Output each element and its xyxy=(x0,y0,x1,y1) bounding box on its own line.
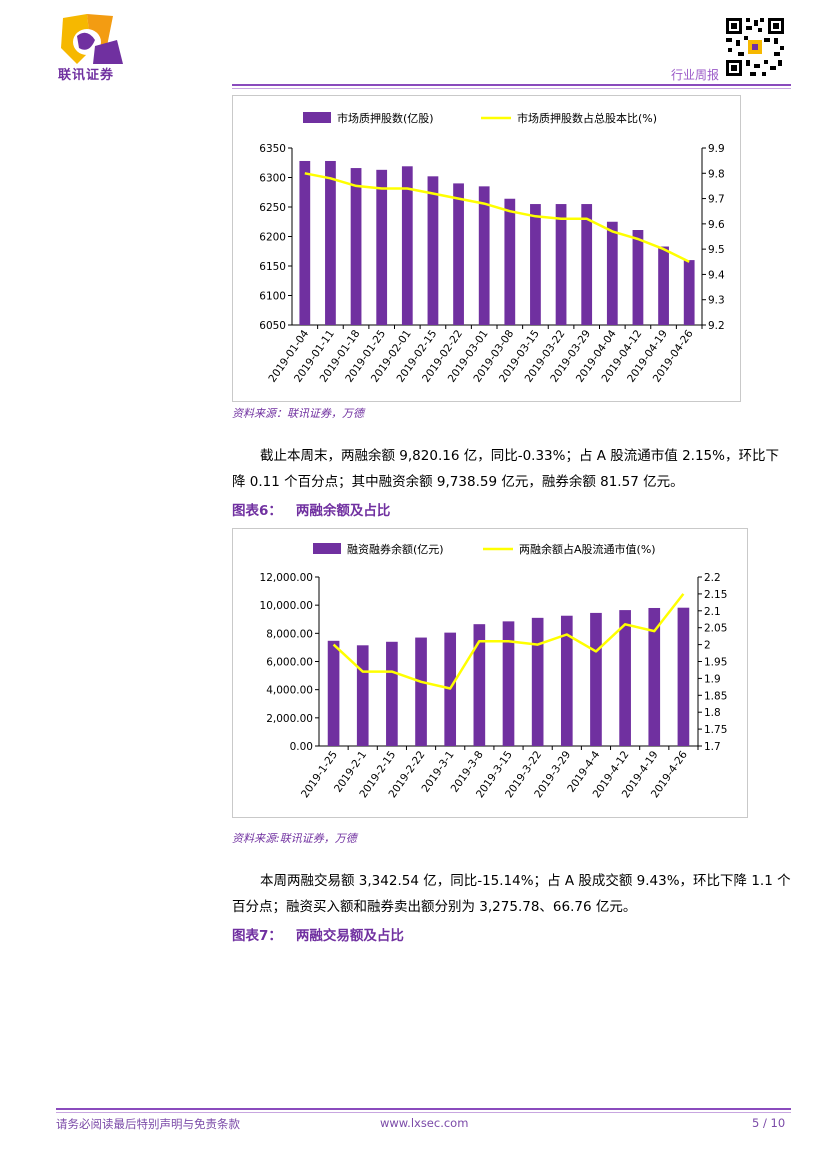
company-name: 联讯证券 xyxy=(58,68,115,83)
right-tick-label: 2.1 xyxy=(704,606,721,618)
bar xyxy=(560,615,573,746)
bar xyxy=(401,166,413,325)
footer-website[interactable]: www.lxsec.com xyxy=(380,1116,469,1130)
chart2-source: 资料来源:联讯证券，万德 xyxy=(232,832,357,845)
right-tick-label: 9.9 xyxy=(708,143,725,155)
left-tick-label: 12,000.00 xyxy=(260,572,313,584)
bar xyxy=(350,168,362,325)
right-tick-label: 9.8 xyxy=(708,168,725,180)
left-tick-label: 6100 xyxy=(259,291,286,303)
bar xyxy=(619,610,631,746)
bar xyxy=(632,230,644,325)
bar xyxy=(453,183,464,325)
right-tick-label: 1.95 xyxy=(704,657,727,669)
left-tick-label: 6,000.00 xyxy=(266,657,313,669)
right-tick-label: 1.75 xyxy=(704,724,727,736)
right-tick-label: 9.2 xyxy=(708,320,725,332)
paragraph-margin-balance: 截止本周末，两融余额 9,820.16 亿，同比-0.33%；占 A 股流通市值… xyxy=(232,443,792,495)
bar xyxy=(325,160,336,325)
right-tick-label: 9.5 xyxy=(708,244,725,256)
figure6-label: 图表6： xyxy=(232,503,282,519)
right-tick-label: 9.6 xyxy=(708,219,725,231)
left-tick-label: 6050 xyxy=(259,320,286,332)
left-tick-label: 2,000.00 xyxy=(266,713,313,725)
bar xyxy=(299,160,311,325)
bar xyxy=(478,186,490,325)
legend-swatch-bar xyxy=(313,543,341,554)
figure6-title: 图表6： 两融余额及占比 xyxy=(232,499,390,519)
left-tick-label: 0.00 xyxy=(290,741,313,753)
footer-divider-thin xyxy=(56,1112,791,1113)
footer-disclaimer[interactable]: 请务必阅读最后特别声明与免责条款 xyxy=(56,1117,240,1131)
bar xyxy=(658,246,669,325)
bar xyxy=(648,607,661,746)
right-tick-label: 1.9 xyxy=(704,673,721,685)
bar xyxy=(590,612,602,746)
left-tick-label: 6300 xyxy=(259,173,286,185)
figure7-title: 图表7： 两融交易额及占比 xyxy=(232,924,404,944)
header-divider xyxy=(232,84,791,86)
right-tick-label: 1.7 xyxy=(704,741,721,753)
right-tick-label: 2 xyxy=(704,640,711,652)
bar xyxy=(327,640,340,746)
paragraph-margin-trading: 本周两融交易额 3,342.54 亿，同比-15.14%；占 A 股成交额 9.… xyxy=(232,868,792,920)
report-type: 行业周报 xyxy=(670,68,719,82)
right-tick-label: 2.15 xyxy=(704,589,727,601)
bar xyxy=(530,204,541,325)
bar xyxy=(376,169,388,325)
left-tick-label: 6350 xyxy=(259,143,286,155)
right-tick-label: 1.85 xyxy=(704,690,727,702)
paragraph1-text: 截止本周末，两融余额 9,820.16 亿，同比-0.33%；占 A 股流通市值… xyxy=(232,448,779,490)
chart2-svg: 0.00 2,000.00 4,000.00 6,000.00 8,000.00 10,0… xyxy=(260,542,728,800)
legend-label-line: 市场质押股数占总股本比(%) xyxy=(517,111,657,125)
chart1-source: 资料来源：联讯证券，万德 xyxy=(232,407,364,420)
bar xyxy=(677,607,690,746)
right-tick-label: 2.05 xyxy=(704,623,727,635)
bar xyxy=(502,621,515,746)
left-tick-label: 4,000.00 xyxy=(266,685,313,697)
bar xyxy=(606,221,618,325)
left-tick-label: 6150 xyxy=(259,261,286,273)
left-tick-label: 6250 xyxy=(259,202,286,214)
bar xyxy=(581,204,593,325)
left-tick-label: 6200 xyxy=(259,232,286,244)
bar xyxy=(683,260,695,325)
left-tick-label: 10,000.00 xyxy=(260,600,313,612)
bar xyxy=(555,204,567,325)
bar xyxy=(415,637,427,746)
figure7-text: 两融交易额及占比 xyxy=(295,928,404,944)
chart1-svg: 6050 6100 6150 6200 6250 6300 6350 9.2 9.3 9.4 9.5… xyxy=(259,111,725,385)
bar xyxy=(356,645,369,746)
legend-swatch-bar xyxy=(303,112,331,123)
bar xyxy=(504,198,516,325)
right-tick-label: 9.3 xyxy=(708,295,725,307)
qr-code-icon xyxy=(724,16,786,78)
footer-page-number: 5 / 10 xyxy=(752,1116,786,1130)
chart-pledge-shares: 6050 6100 6150 6200 6250 6300 6350 9.2 9.3 9.4 9.5… xyxy=(232,95,741,402)
x-tick-label: 2019-1-25 xyxy=(299,749,340,800)
legend-label-line: 两融余额占A股流通市值(%) xyxy=(519,542,656,556)
paragraph2-text: 本周两融交易额 3,342.54 亿，同比-15.14%；占 A 股成交额 9.… xyxy=(232,873,791,915)
figure7-label: 图表7： xyxy=(232,928,282,944)
line-series-ratio xyxy=(332,593,685,690)
bar xyxy=(386,641,398,746)
bar xyxy=(427,176,439,325)
company-logo xyxy=(61,14,123,64)
right-tick-label: 2.2 xyxy=(704,572,721,584)
right-tick-label: 1.8 xyxy=(704,707,721,719)
legend-label-bar: 市场质押股数(亿股) xyxy=(337,111,434,125)
header-divider-thin xyxy=(232,88,791,89)
legend-label-bar: 融资融券余额(亿元) xyxy=(347,542,444,556)
right-tick-label: 9.7 xyxy=(708,194,725,206)
bar xyxy=(473,624,486,746)
left-tick-label: 8,000.00 xyxy=(266,628,313,640)
chart-margin-balance: 0.00 2,000.00 4,000.00 6,000.00 8,000.00 10,0… xyxy=(232,528,748,818)
footer-divider xyxy=(56,1108,791,1110)
line-series-ratio xyxy=(304,172,690,263)
figure6-text: 两融余额及占比 xyxy=(295,503,391,519)
right-tick-label: 9.4 xyxy=(708,269,725,281)
bar xyxy=(531,617,544,746)
